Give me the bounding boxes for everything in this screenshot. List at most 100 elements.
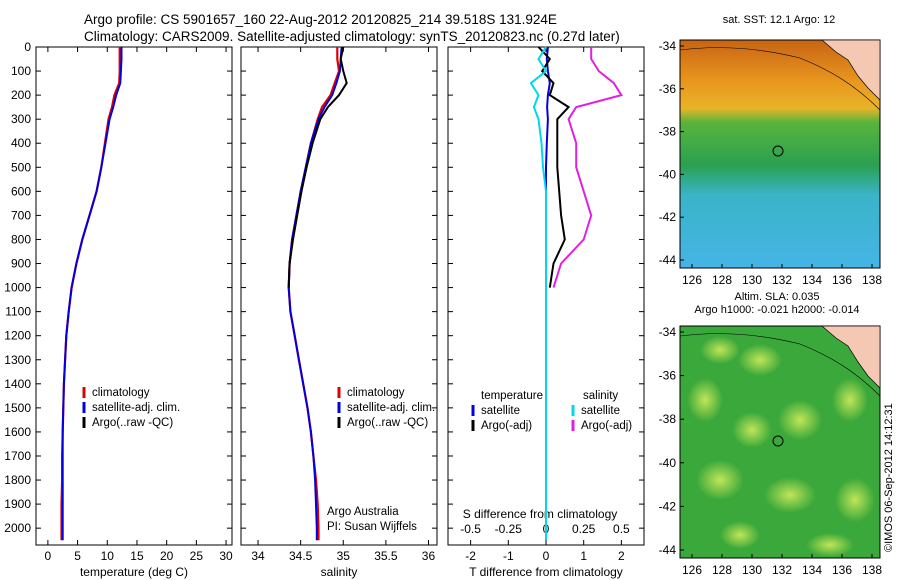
top-tick-label: -0.5	[460, 522, 481, 536]
x-tick-label: 34.5	[289, 549, 313, 563]
chart-panel-2: 34 34.5 35 35.5 36 salinity climatology satelli…	[240, 46, 438, 579]
x-tick-label: 30	[219, 549, 233, 563]
x-tick-label: 20	[160, 549, 174, 563]
sst-field	[680, 40, 880, 268]
lat-tick-label: -34	[659, 325, 677, 339]
lat-tick-label: -42	[659, 210, 677, 224]
legend-label: Argo(-adj)	[481, 420, 532, 432]
x-tick-label: 1	[580, 549, 587, 563]
sla-land	[821, 325, 881, 389]
y-tick-label: 1600	[4, 425, 31, 439]
y-tick-label: 1000	[4, 281, 31, 295]
footer-credit: ©IMOS 06-Sep-2012 14:12:31	[883, 403, 895, 552]
x-tick-label: 2	[618, 549, 625, 563]
lon-tick-label: 130	[742, 563, 762, 577]
y-tick-label: 1800	[4, 473, 31, 487]
x-tick-label: 0	[543, 549, 550, 563]
lon-tick-label: 132	[772, 273, 792, 287]
series-line	[529, 46, 548, 541]
sla-map: Altim. SLA: 0.035 Argo h1000: -0.021 h20…	[659, 291, 883, 577]
legend-label: climatology	[92, 387, 150, 399]
y-tick-label: 600	[11, 184, 31, 198]
legend-label: Argo(..raw -QC)	[92, 417, 173, 429]
legend-label: Argo(-adj)	[581, 420, 632, 432]
sst-map: sat. SST: 12.1 Argo: 12 -34 -36 -38 -40 -42 -…	[659, 14, 883, 287]
legend-label: Argo(..raw -QC)	[347, 417, 428, 429]
y-tick-label: 500	[11, 160, 31, 174]
y-tick-label: 1700	[4, 449, 31, 463]
sst-contour	[679, 47, 881, 111]
lat-tick-label: -38	[659, 412, 677, 426]
lat-tick-label: -36	[659, 82, 677, 96]
y-tick-label: 2000	[4, 521, 31, 535]
y-tick-label: 1400	[4, 377, 31, 391]
lat-tick-label: -40	[659, 456, 677, 470]
series-line	[552, 47, 623, 288]
x-tick-label: 34	[251, 549, 265, 563]
lat-tick-label: -44	[659, 253, 677, 267]
x-tick-label: 0	[45, 549, 52, 563]
legend-label: satellite	[481, 405, 520, 417]
lat-tick-label: -40	[659, 167, 677, 181]
plot-frame	[240, 46, 438, 546]
y-tick-label: 1300	[4, 353, 31, 367]
y-tick-label: 400	[11, 136, 31, 150]
x-tick-label: 25	[190, 549, 204, 563]
y-tick-label: 900	[11, 257, 31, 271]
x-axis-label: salinity	[321, 565, 358, 579]
lon-tick-label: 136	[832, 563, 852, 577]
x-tick-label: -1	[503, 549, 514, 563]
sla-frame	[679, 325, 881, 559]
annotation: Argo Australia	[327, 506, 399, 518]
y-tick-label: 1200	[4, 329, 31, 343]
lon-tick-label: 138	[862, 273, 882, 287]
sla-contour	[679, 333, 881, 397]
legend-label: climatology	[347, 387, 405, 399]
lat-tick-label: -42	[659, 499, 677, 513]
header-line2: Climatology: CARS2009. Satellite-adjuste…	[84, 29, 620, 44]
y-tick-label: 0	[24, 40, 31, 54]
top-axis-label: S difference from climatology	[463, 507, 618, 521]
lon-tick-label: 136	[832, 273, 852, 287]
sst-map-title: sat. SST: 12.1 Argo: 12	[723, 14, 836, 26]
x-tick-label: 35.5	[374, 549, 398, 563]
annotation: PI: Susan Wijffels	[327, 521, 417, 533]
lat-tick-label: -38	[659, 125, 677, 139]
chart-panel-3: -2 -1 0 1 2 T difference from climatology S di…	[447, 46, 645, 579]
top-tick-label: 0.25	[572, 522, 596, 536]
plot-frame	[35, 46, 233, 546]
lat-tick-label: -44	[659, 543, 677, 557]
series-line	[61, 47, 123, 541]
chart-panel-1: 0100200300400500600700800900100011001200…	[4, 40, 233, 579]
y-tick-label: 1100	[5, 305, 31, 319]
x-axis-label: T difference from climatology	[469, 565, 623, 579]
legend-label: satellite	[581, 405, 620, 417]
sst-land	[821, 39, 881, 101]
sla-map-title2: Argo h1000: -0.021 h2000: -0.014	[694, 304, 859, 316]
legend-header: salinity	[583, 390, 618, 402]
sst-frame	[679, 39, 881, 269]
lon-tick-label: 134	[802, 273, 822, 287]
lon-tick-label: 138	[862, 563, 882, 577]
y-tick-label: 1900	[4, 497, 31, 511]
x-tick-label: 5	[74, 549, 81, 563]
lon-tick-label: 128	[712, 563, 732, 577]
sla-argo-marker	[772, 435, 784, 447]
lon-tick-label: 130	[742, 273, 762, 287]
lon-tick-label: 134	[802, 563, 822, 577]
x-tick-label: 35	[337, 549, 351, 563]
legend-label: satellite-adj. clim.	[347, 402, 435, 414]
x-tick-label: 10	[101, 549, 115, 563]
legend-label: satellite-adj. clim.	[92, 402, 180, 414]
lon-tick-label: 132	[772, 563, 792, 577]
y-tick-label: 200	[11, 88, 31, 102]
y-tick-label: 100	[11, 64, 31, 78]
lat-tick-label: -36	[659, 369, 677, 383]
lat-tick-label: -34	[659, 39, 677, 53]
top-tick-label: -0.25	[495, 522, 523, 536]
lon-tick-label: 128	[712, 273, 732, 287]
x-axis-label: temperature (deg C)	[80, 565, 188, 579]
sla-map-title1: Altim. SLA: 0.035	[735, 291, 820, 303]
top-tick-label: 0.5	[613, 522, 630, 536]
